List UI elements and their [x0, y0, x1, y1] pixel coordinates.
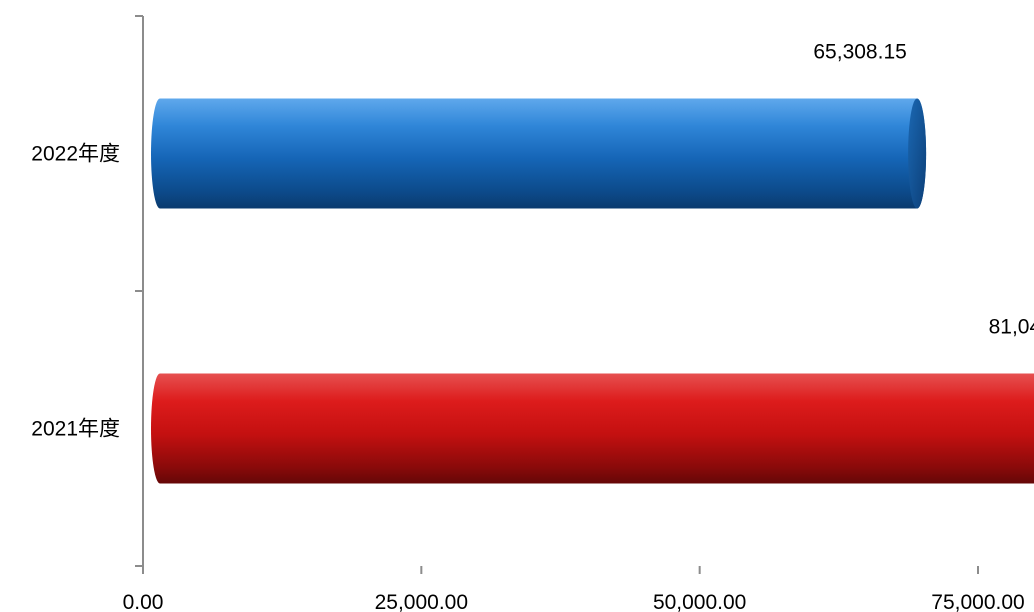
- bar: [151, 373, 1034, 484]
- bar: [151, 98, 927, 209]
- data-label: 65,308.15: [813, 41, 906, 64]
- x-tick-label: 50,000.00: [653, 591, 746, 612]
- category-label: 2021年度: [31, 418, 120, 441]
- x-tick-label: 25,000.00: [375, 591, 468, 612]
- x-tick-label: 0.00: [123, 591, 164, 612]
- bar-end-cap: [908, 98, 927, 209]
- x-tick-label: 75,000.00: [931, 591, 1024, 612]
- data-label: 81,046.96: [989, 316, 1034, 339]
- category-label: 2022年度: [31, 143, 120, 166]
